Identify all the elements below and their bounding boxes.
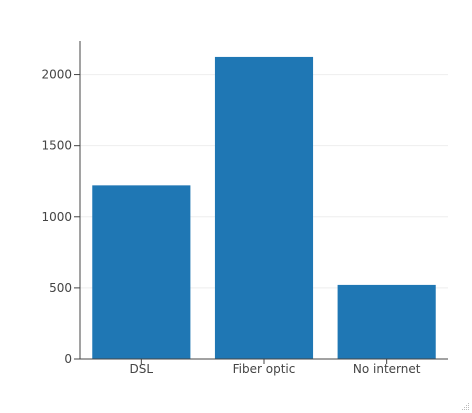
bar-fiber-optic[interactable] (214, 56, 314, 360)
bar-dsl[interactable] (92, 185, 191, 359)
x-tick-label: No internet (353, 362, 421, 376)
x-tick-label: Fiber optic (233, 362, 296, 376)
bar-no-internet[interactable] (337, 284, 436, 359)
bars (92, 56, 436, 360)
axes (74, 41, 448, 364)
y-tick-labels: 0 500 1000 1500 2000 (41, 68, 72, 366)
y-tick-label: 2000 (41, 68, 72, 82)
x-tick-labels: DSL Fiber optic No internet (130, 362, 421, 376)
y-tick-label: 1500 (41, 139, 72, 153)
y-tick-label: 0 (64, 352, 72, 366)
y-tick-label: 1000 (41, 210, 72, 224)
x-tick-label: DSL (130, 362, 154, 376)
resize-handle-icon[interactable] (460, 401, 470, 411)
y-tick-label: 500 (49, 281, 72, 295)
